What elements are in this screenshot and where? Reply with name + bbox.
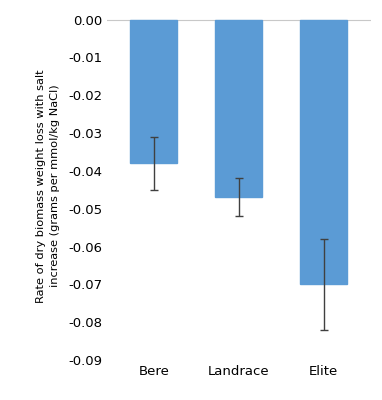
- Bar: [300, 20, 347, 284]
- Y-axis label: Rate of dry biomass weight loss with salt
increase (grams per mmol/kg NaCl): Rate of dry biomass weight loss with sal…: [36, 69, 60, 303]
- Bar: [215, 20, 262, 197]
- Bar: [130, 20, 177, 163]
